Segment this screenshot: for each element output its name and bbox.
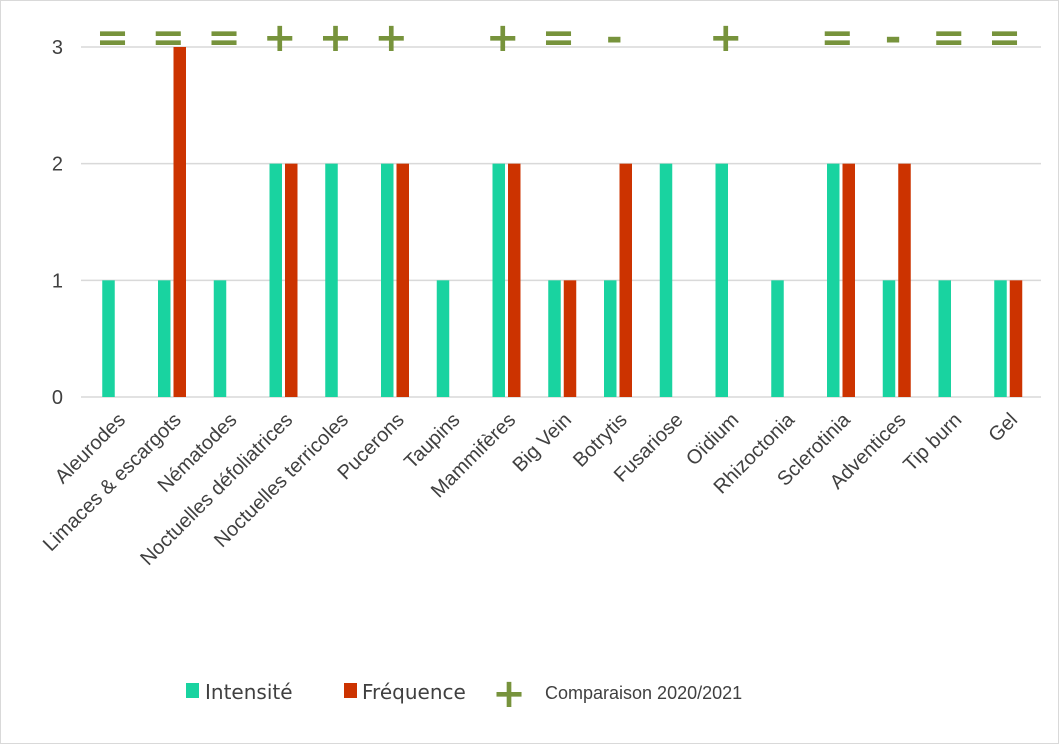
comparison-symbol: =: [932, 15, 966, 61]
legend-label-intensite: Intensité: [205, 680, 293, 704]
bar-intensite: [771, 280, 784, 397]
x-tick-label: Big Vein: [509, 409, 576, 476]
legend-swatch-frequence: [344, 683, 357, 698]
bar-intensite: [102, 280, 115, 397]
legend-plus-symbol: +: [492, 671, 526, 717]
gridlines: [81, 46, 1041, 398]
bar-intensite: [492, 163, 505, 397]
comparison-symbol: +: [263, 15, 297, 61]
comparison-symbol: +: [486, 15, 520, 61]
legend-swatch-intensite: [186, 683, 199, 698]
y-tick-label: 1: [52, 270, 63, 292]
comparison-symbol: -: [885, 15, 902, 61]
bar-intensite: [604, 280, 617, 397]
comparison-symbol: =: [988, 15, 1022, 61]
comparison-symbol: =: [151, 15, 185, 61]
comparison-symbols: = = = + + + + = - + = - = =: [96, 15, 1022, 61]
bar-frequence: [619, 163, 632, 397]
comparison-symbol: =: [820, 15, 854, 61]
x-tick-label: Gel: [984, 409, 1022, 447]
comparison-symbol: =: [542, 15, 576, 61]
y-axis-ticks: 0 1 2 3: [52, 37, 63, 409]
y-tick-label: 0: [52, 387, 63, 409]
bar-frequence: [1009, 280, 1023, 397]
bars: [102, 47, 1023, 397]
bar-intensite: [548, 280, 561, 397]
legend-label-frequence: Fréquence: [362, 680, 466, 704]
bar-intensite: [882, 280, 896, 397]
bar-intensite: [325, 163, 338, 397]
bar-frequence: [898, 163, 911, 397]
bar-frequence: [563, 280, 577, 397]
bar-intensite: [158, 280, 171, 397]
bar-intensite: [715, 163, 728, 397]
comparison-symbol: -: [606, 15, 623, 61]
bar-frequence: [842, 163, 855, 397]
y-tick-label: 2: [52, 154, 63, 176]
bar-intensite: [938, 280, 951, 397]
bar-frequence: [508, 163, 521, 397]
y-tick-label: 3: [52, 37, 63, 59]
bar-intensite: [381, 163, 394, 397]
bar-intensite: [827, 163, 840, 397]
comparison-symbol: +: [319, 15, 353, 61]
bar-frequence: [173, 47, 186, 397]
x-tick-label: Tip burn: [899, 409, 966, 476]
bar-intensite: [269, 163, 282, 397]
bar-frequence: [285, 163, 298, 397]
bar-frequence: [396, 163, 409, 397]
bar-intensite: [213, 280, 227, 397]
comparison-symbol: =: [96, 15, 130, 61]
legend-label-comparison: Comparaison 2020/2021: [545, 683, 742, 703]
comparison-symbol: =: [207, 15, 241, 61]
bar-intensite: [659, 163, 673, 397]
comparison-symbol: +: [709, 15, 743, 61]
comparison-symbol: +: [374, 15, 408, 61]
legend: Intensité Fréquence + Comparaison 2020/2…: [186, 671, 742, 717]
bar-intensite: [994, 280, 1007, 397]
bar-intensite: [436, 280, 450, 397]
